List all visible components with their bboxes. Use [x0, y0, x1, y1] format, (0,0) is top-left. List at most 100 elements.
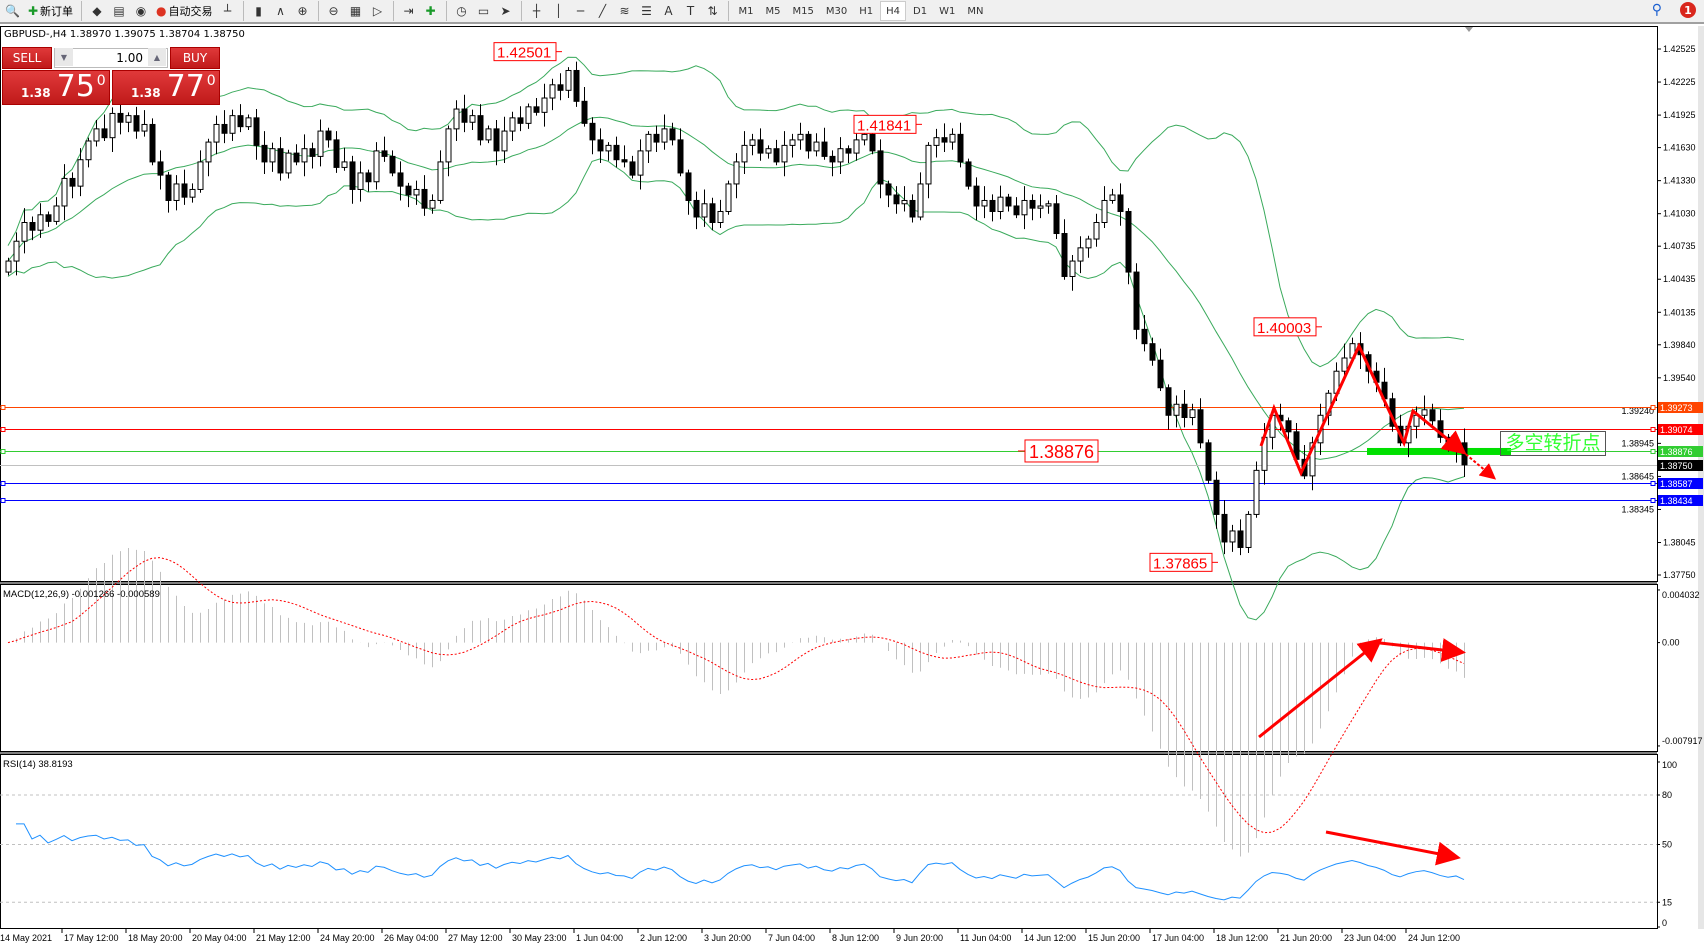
price-tag — [1658, 495, 1703, 506]
search-icon[interactable]: ⚲ — [1651, 2, 1662, 18]
signal-button[interactable]: ◉ — [131, 1, 151, 21]
scrollbar[interactable] — [1698, 26, 1704, 929]
notification-badge[interactable]: 1 — [1680, 2, 1696, 18]
lot-decrease-button[interactable]: ▼ — [55, 48, 73, 66]
price-tag-label: 1.38587 — [1660, 479, 1693, 489]
timeframe-m5[interactable]: M5 — [765, 5, 781, 17]
sell-button[interactable]: SELL — [2, 47, 52, 69]
zoom-button[interactable]: 🔍 — [2, 1, 23, 21]
timeframe-w1[interactable]: W1 — [939, 5, 956, 17]
candle-body — [1149, 343, 1156, 361]
toolbar-label: 自动交易 — [168, 5, 213, 18]
macd-tick-label: 0.004032 — [1662, 590, 1700, 600]
horizontal-line-button[interactable]: ─ — [571, 1, 591, 21]
candle-body — [229, 115, 236, 134]
toolbar-separator — [392, 1, 394, 21]
candle-body — [325, 130, 332, 141]
candle-body — [941, 137, 948, 143]
bar-chart-button[interactable]: ┴ — [218, 1, 238, 21]
market-watch-button[interactable]: ◆ — [87, 1, 107, 21]
line-handle — [0, 427, 6, 432]
zoom-in-button[interactable]: ⊕ — [293, 1, 313, 21]
fibonacci-button[interactable]: ≋ — [615, 1, 635, 21]
toolbar-separator — [520, 1, 522, 21]
trend-arrow — [1259, 342, 1467, 477]
tile-windows-button[interactable]: ▦ — [346, 1, 366, 21]
lot-size-input[interactable]: 1.00 — [54, 48, 168, 68]
periods-button[interactable]: ◷ — [452, 1, 472, 21]
timeframe-m1[interactable]: M1 — [738, 5, 754, 17]
reversal-point-annotation[interactable]: 多空转折点 — [1500, 431, 1606, 456]
price-label: 1.41841 — [857, 117, 911, 134]
macd-tick-label: -0.007917 — [1662, 736, 1703, 746]
candle-body — [285, 152, 292, 174]
cursor-button[interactable]: ➤ — [496, 1, 516, 21]
zoom-out-button[interactable]: ⊖ — [324, 1, 344, 21]
candle-body — [773, 148, 780, 163]
timeframe-h4[interactable]: H4 — [880, 1, 906, 21]
time-label: 2 Jun 12:00 — [640, 933, 687, 943]
candle-body — [205, 141, 212, 163]
crosshair-button[interactable]: ┼ — [527, 1, 547, 21]
candle-body — [1093, 222, 1100, 240]
buy-price-sup: 0 — [206, 73, 216, 89]
candle-body — [821, 141, 828, 157]
bollinger-upper — [7, 56, 1465, 368]
text-label-button[interactable]: T — [681, 1, 701, 21]
data-window-button[interactable]: ▤ — [109, 1, 129, 21]
candle-chart-button[interactable]: ▮ — [249, 1, 269, 21]
channel-button[interactable]: ☰ — [637, 1, 657, 21]
price-tick-label: 1.40135 — [1663, 307, 1696, 317]
vertical-line-button[interactable]: │ — [549, 1, 569, 21]
timeframe-d1[interactable]: D1 — [913, 5, 928, 17]
sell-price-prefix: 1.38 — [21, 86, 51, 100]
line-handle — [0, 498, 6, 503]
candle-body — [973, 185, 980, 207]
cursor-icon: ➤ — [500, 4, 511, 18]
text-button[interactable]: A — [659, 1, 679, 21]
line-chart-icon: ∧ — [276, 4, 285, 18]
timeframe-mn[interactable]: MN — [967, 5, 984, 17]
templates-button[interactable]: ▭ — [474, 1, 494, 21]
candle-body — [485, 128, 492, 141]
price-tick-label: 1.39240 — [1621, 406, 1654, 416]
indicators-button[interactable]: ✚ — [421, 1, 441, 21]
candle-body — [317, 130, 324, 157]
time-label: 11 Jun 04:00 — [960, 933, 1011, 943]
price-label: 1.37865 — [1153, 555, 1207, 572]
candle-body — [965, 161, 972, 187]
arrows-button[interactable]: ⇅ — [703, 1, 723, 21]
candle-body — [125, 115, 132, 123]
candle-body — [1021, 199, 1028, 216]
candle-body — [1005, 196, 1012, 207]
buy-price-button[interactable]: 1.38 77 0 — [112, 70, 220, 105]
timeframe-h1[interactable]: H1 — [859, 5, 874, 17]
candle-body — [1253, 469, 1260, 515]
line-chart-button[interactable]: ∧ — [271, 1, 291, 21]
autoscroll-button[interactable]: ▷ — [368, 1, 388, 21]
candle-body — [1037, 205, 1044, 209]
chart-shift-button[interactable]: ⇥ — [399, 1, 419, 21]
macd-arrow — [1379, 638, 1466, 662]
timeframe-m30[interactable]: M30 — [825, 5, 848, 17]
candle-body — [981, 199, 988, 207]
lot-increase-button[interactable]: ▲ — [148, 48, 166, 66]
time-label: 18 Jun 12:00 — [1216, 933, 1268, 943]
price-label: 1.40003 — [1257, 320, 1311, 337]
new-order-button[interactable]: ✚ 新订单 — [25, 1, 76, 21]
trendline-button[interactable]: ╱ — [593, 1, 613, 21]
time-label: 21 Jun 20:00 — [1280, 933, 1332, 943]
candle-body — [189, 188, 196, 198]
candle-body — [629, 161, 636, 176]
timeframe-m15[interactable]: M15 — [792, 5, 814, 17]
time-label: 17 May 12:00 — [64, 933, 119, 943]
candle-body — [557, 84, 564, 91]
time-label: 24 Jun 12:00 — [1408, 933, 1460, 943]
macd-label: MACD(12,26,9) -0.001266 -0.000589 — [3, 589, 160, 600]
buy-button[interactable]: BUY — [170, 47, 220, 69]
candle-body — [349, 161, 356, 190]
sell-price-button[interactable]: 1.38 75 0 — [2, 70, 110, 105]
auto-trading-button[interactable]: ● 自动交易 — [153, 1, 215, 21]
time-label: 27 May 12:00 — [448, 933, 503, 943]
